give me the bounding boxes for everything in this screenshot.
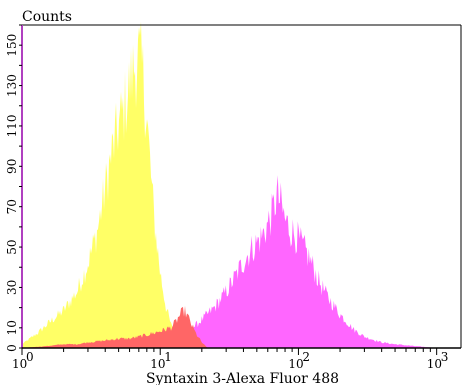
series-layer [22, 21, 453, 349]
x-axis-label: Syntaxin 3-Alexa Fluor 488 [146, 371, 339, 385]
series-1-histogram [146, 175, 453, 348]
x-tick-label-100: 10 [288, 357, 303, 371]
y-tick-label-50: 50 [5, 239, 19, 254]
y-tick-label-110: 110 [5, 114, 19, 137]
y-tick-label-90: 90 [5, 159, 19, 174]
series-0-histogram [22, 21, 216, 349]
y-tick-label-10: 10 [5, 320, 19, 335]
series-2-histogram [22, 305, 208, 348]
x-tick-exponent-100: 2 [302, 350, 310, 364]
y-axis-label: Counts [22, 9, 72, 25]
y-tick-label-70: 70 [5, 199, 19, 214]
x-tick-exponent-10: 1 [164, 350, 172, 364]
series-0 [22, 21, 216, 349]
x-tick-label-1: 10 [12, 357, 27, 371]
series-1 [146, 175, 453, 348]
y-tick-label-150: 150 [5, 34, 19, 57]
y-tick-label-130: 130 [5, 74, 19, 97]
y-tick-label-0: 0 [5, 344, 19, 352]
y-axis-ticks: 0 10 30 50 70 90 110 130 150 [5, 24, 22, 352]
x-tick-label-10: 10 [150, 357, 165, 371]
x-tick-exponent-1000: 3 [441, 350, 449, 364]
series-2 [22, 305, 208, 348]
x-tick-label-1000: 10 [427, 357, 442, 371]
x-axis-ticks: 100 101 102 103 [12, 348, 448, 371]
x-tick-exponent-1: 0 [26, 350, 34, 364]
y-tick-label-30: 30 [5, 280, 19, 295]
